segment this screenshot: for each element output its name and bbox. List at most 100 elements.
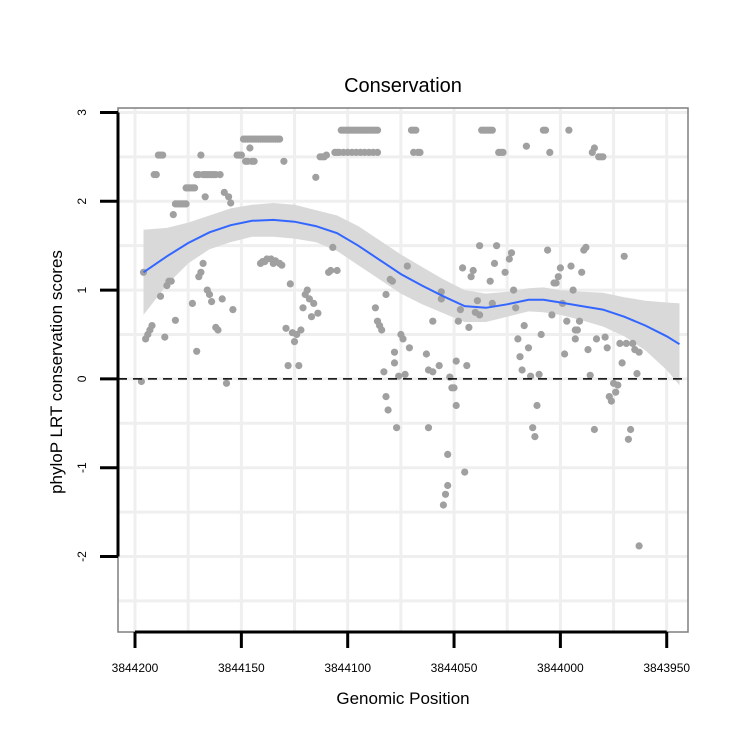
data-point	[278, 261, 286, 269]
data-point	[618, 359, 626, 367]
data-point	[388, 277, 396, 285]
data-point	[399, 335, 407, 343]
data-point	[507, 249, 516, 257]
data-point	[476, 242, 484, 250]
data-point	[456, 306, 464, 314]
data-point	[159, 151, 167, 159]
data-point	[454, 317, 462, 325]
data-point	[629, 339, 637, 347]
x-axis: 3844200 3844150 3844100 3844050 3844000 38439…	[112, 630, 690, 675]
data-point	[237, 151, 245, 159]
data-point	[284, 362, 292, 370]
data-point	[201, 193, 209, 201]
data-point	[544, 246, 552, 254]
data-point	[624, 435, 633, 443]
data-point	[569, 286, 577, 294]
data-point	[156, 292, 165, 300]
data-point	[250, 157, 258, 165]
data-point	[401, 370, 409, 378]
data-point	[493, 242, 501, 250]
data-point	[299, 304, 307, 312]
data-point	[246, 144, 254, 152]
chart-title: Conservation	[344, 75, 462, 97]
data-point	[501, 268, 509, 276]
data-point	[522, 142, 531, 150]
data-point	[373, 148, 382, 156]
data-point	[488, 126, 496, 134]
data-point	[622, 339, 630, 347]
data-point	[439, 501, 447, 509]
data-point	[416, 148, 424, 156]
smooth-trend-line	[142, 218, 681, 346]
data-point	[533, 401, 541, 410]
data-point	[169, 211, 177, 219]
data-point	[197, 268, 205, 276]
data-point	[405, 344, 413, 352]
data-point	[429, 368, 437, 376]
x-tick-label: 3844050	[431, 661, 478, 675]
data-point	[390, 359, 399, 367]
data-point	[380, 368, 388, 376]
data-point	[290, 338, 299, 346]
data-point	[280, 157, 288, 165]
data-point	[616, 339, 624, 347]
data-point	[373, 126, 382, 134]
data-point	[627, 425, 635, 434]
data-point	[561, 350, 569, 358]
data-point	[548, 311, 556, 319]
x-axis-title: Genomic Position	[336, 689, 469, 708]
data-point	[603, 344, 611, 352]
data-point	[514, 335, 522, 343]
data-point	[575, 317, 584, 325]
data-point	[199, 259, 207, 267]
data-point	[520, 322, 528, 330]
data-point	[452, 357, 460, 365]
data-point	[469, 266, 477, 275]
data-point	[518, 366, 526, 374]
data-point	[329, 243, 337, 251]
data-point	[563, 317, 571, 325]
data-point	[222, 379, 231, 387]
data-point	[473, 297, 481, 305]
data-point	[422, 350, 430, 358]
data-point	[310, 299, 318, 307]
data-point	[554, 273, 562, 281]
data-point	[327, 266, 335, 275]
data-point	[314, 309, 322, 317]
data-point	[382, 290, 390, 299]
data-point	[429, 317, 437, 325]
data-point	[586, 371, 594, 379]
data-point	[614, 381, 622, 389]
data-point	[208, 298, 216, 306]
data-point	[378, 326, 386, 334]
data-point	[390, 348, 399, 356]
data-point	[499, 148, 507, 156]
data-point	[584, 346, 592, 354]
data-point	[295, 362, 303, 370]
data-point	[137, 377, 145, 386]
data-point	[225, 193, 233, 201]
data-point	[227, 199, 235, 207]
data-point	[582, 243, 590, 251]
data-point	[465, 323, 473, 331]
data-point	[635, 542, 643, 550]
data-point	[182, 200, 190, 208]
data-point	[599, 153, 607, 161]
data-point	[490, 259, 499, 267]
data-point	[312, 173, 320, 181]
y-tick-label: -1	[75, 462, 89, 473]
data-point	[535, 370, 543, 378]
data-point	[590, 144, 599, 152]
data-point	[444, 450, 452, 458]
data-point	[424, 424, 433, 432]
data-point	[214, 326, 222, 334]
data-point	[382, 393, 390, 401]
data-point	[188, 299, 196, 307]
data-point	[505, 255, 513, 263]
data-point	[303, 286, 311, 294]
data-point	[467, 273, 475, 281]
y-axis: -2 -1 0 1 2 3	[75, 109, 120, 562]
data-point	[635, 348, 643, 356]
data-point	[333, 266, 341, 275]
